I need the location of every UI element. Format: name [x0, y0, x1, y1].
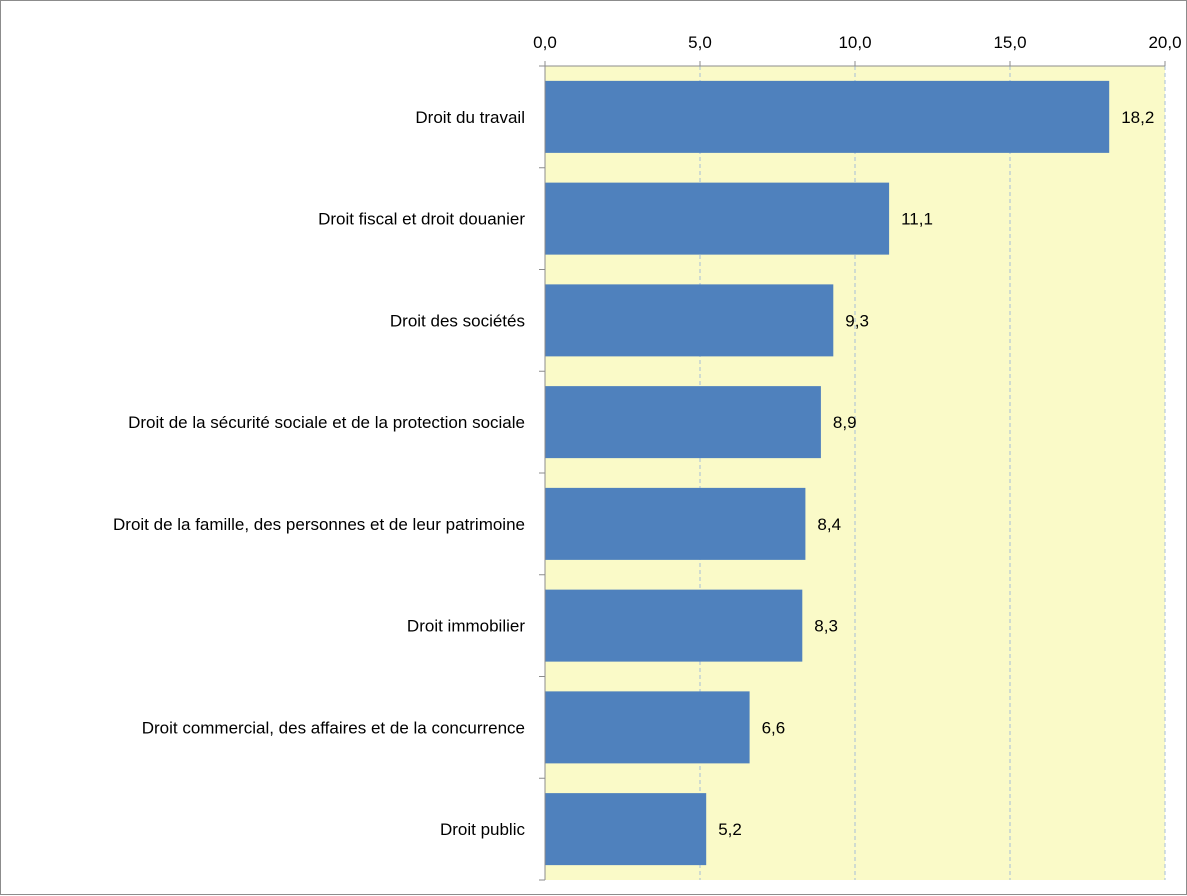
data-label-4: 8,4: [817, 515, 841, 534]
x-tick-label-4: 20,0: [1148, 33, 1181, 52]
category-label-0: Droit du travail: [415, 108, 525, 127]
bar-2: [545, 284, 834, 357]
category-label-2: Droit des sociétés: [390, 311, 525, 330]
category-label-3: Droit de la sécurité sociale et de la pr…: [128, 413, 525, 432]
category-label-1: Droit fiscal et droit douanier: [318, 210, 525, 229]
data-label-2: 9,3: [845, 311, 869, 330]
x-tick-label-3: 15,0: [993, 33, 1026, 52]
category-label-7: Droit public: [440, 820, 526, 839]
bar-4: [545, 487, 806, 560]
category-label-6: Droit commercial, des affaires et de la …: [142, 718, 525, 737]
data-label-1: 11,1: [901, 210, 933, 229]
bar-6: [545, 691, 750, 764]
category-label-4: Droit de la famille, des personnes et de…: [113, 515, 525, 534]
bar-7: [545, 793, 707, 866]
bar-5: [545, 589, 803, 662]
data-label-7: 5,2: [718, 820, 742, 839]
data-label-6: 6,6: [762, 718, 786, 737]
x-tick-label-2: 10,0: [838, 33, 871, 52]
bar-0: [545, 80, 1110, 153]
category-label-5: Droit immobilier: [407, 617, 525, 636]
data-label-3: 8,9: [833, 413, 857, 432]
data-label-0: 18,2: [1121, 108, 1154, 127]
bar-3: [545, 386, 821, 459]
bar-1: [545, 182, 890, 255]
data-label-5: 8,3: [814, 617, 838, 636]
x-tick-label-0: 0,0: [533, 33, 557, 52]
x-tick-label-1: 5,0: [688, 33, 712, 52]
